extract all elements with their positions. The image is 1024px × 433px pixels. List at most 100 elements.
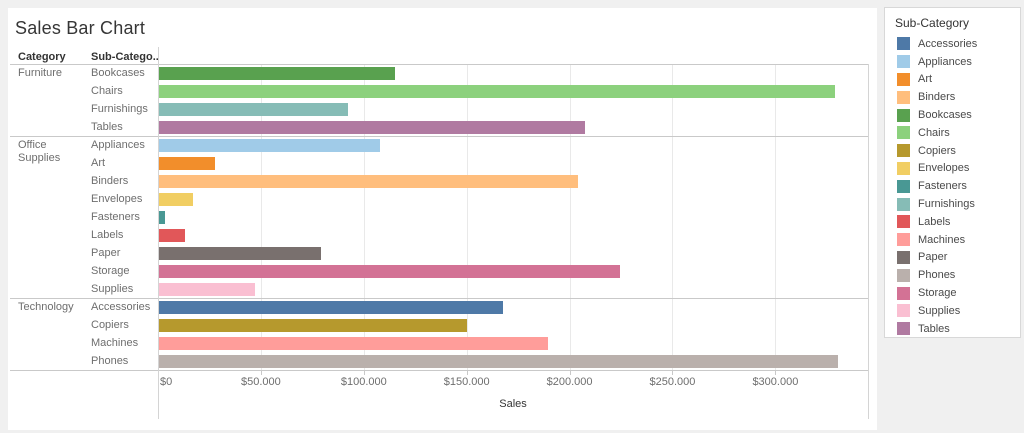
bar-furnishings[interactable] — [159, 102, 348, 116]
gridline — [260, 64, 262, 370]
legend-item-label: Art — [918, 73, 933, 86]
bar-copiers[interactable] — [159, 318, 467, 332]
legend-item-phones[interactable]: Phones — [897, 266, 1018, 284]
axis-tick — [672, 370, 674, 375]
row-label-fasteners[interactable]: Fasteners — [91, 211, 140, 223]
legend-item-art[interactable]: Art — [897, 71, 1018, 89]
legend-item-chairs[interactable]: Chairs — [897, 124, 1018, 142]
legend-item-envelopes[interactable]: Envelopes — [897, 160, 1018, 178]
row-label-art[interactable]: Art — [91, 157, 106, 169]
group-separator — [10, 136, 868, 137]
bar-chairs[interactable] — [159, 84, 835, 98]
category-column-header[interactable]: Category — [18, 51, 66, 63]
legend-swatch — [897, 108, 910, 122]
category-label-office-supplies[interactable]: Office Supplies — [18, 139, 61, 164]
axis-tick-label: $300.000 — [752, 376, 799, 388]
legend-swatch — [897, 197, 910, 211]
category-label-technology[interactable]: Technology — [18, 301, 74, 313]
row-label-storage[interactable]: Storage — [91, 265, 130, 277]
axis-tick — [466, 370, 468, 375]
row-label-paper[interactable]: Paper — [91, 247, 121, 259]
legend-item-bookcases[interactable]: Bookcases — [897, 106, 1018, 124]
legend-swatch — [897, 322, 910, 336]
bar-bookcases[interactable] — [159, 66, 396, 80]
legend-swatch — [897, 55, 910, 69]
bar-paper[interactable] — [159, 246, 321, 260]
row-label-supplies[interactable]: Supplies — [91, 283, 134, 295]
bar-art[interactable] — [159, 156, 215, 170]
gridline — [775, 64, 777, 370]
row-label-labels[interactable]: Labels — [91, 229, 124, 241]
bar-envelopes[interactable] — [159, 192, 193, 206]
gridline — [672, 64, 674, 370]
axis-tick — [775, 370, 777, 375]
row-label-tables[interactable]: Tables — [91, 121, 123, 133]
bar-fasteners[interactable] — [159, 210, 166, 224]
axis-tick — [569, 370, 571, 375]
gridline — [363, 64, 365, 370]
axis-tick-label: $0 — [160, 376, 173, 388]
legend-item-label: Machines — [918, 233, 966, 246]
category-label-furniture[interactable]: Furniture — [18, 67, 63, 79]
row-label-envelopes[interactable]: Envelopes — [91, 193, 143, 205]
row-label-furnishings[interactable]: Furnishings — [91, 103, 148, 115]
axis-tick-label: $50.000 — [241, 376, 281, 388]
bar-binders[interactable] — [159, 174, 578, 188]
axis-tick-label: $100.000 — [340, 376, 387, 388]
legend-item-label: Labels — [918, 215, 951, 228]
bar-machines[interactable] — [159, 336, 549, 350]
row-label-copiers[interactable]: Copiers — [91, 319, 129, 331]
bar-storage[interactable] — [159, 264, 620, 278]
legend-item-machines[interactable]: Machines — [897, 231, 1018, 249]
legend-item-tables[interactable]: Tables — [897, 320, 1018, 338]
legend-item-appliances[interactable]: Appliances — [897, 53, 1018, 71]
legend-swatch — [897, 161, 910, 175]
axis-tick-label: $250.000 — [649, 376, 696, 388]
legend-item-fasteners[interactable]: Fasteners — [897, 177, 1018, 195]
legend-swatch — [897, 215, 910, 229]
bar-phones[interactable] — [159, 354, 839, 368]
bar-accessories[interactable] — [159, 300, 504, 314]
subcategory-column-header[interactable]: Sub-Catego.. — [91, 51, 159, 63]
row-label-appliances[interactable]: Appliances — [91, 139, 145, 151]
axis-tick-label: $200.000 — [546, 376, 593, 388]
group-separator — [10, 64, 868, 65]
legend-swatch — [897, 304, 910, 318]
row-label-accessories[interactable]: Accessories — [91, 301, 151, 313]
x-axis-title: Sales — [499, 398, 527, 410]
legend-item-label: Phones — [918, 269, 956, 282]
legend-item-label: Paper — [918, 251, 948, 264]
row-label-binders[interactable]: Binders — [91, 175, 129, 187]
legend-items: Accessories Appliances Art Binders Bookcases… — [897, 35, 1018, 338]
bar-supplies[interactable] — [159, 282, 256, 296]
legend-item-label: Envelopes — [918, 162, 970, 175]
bar-labels[interactable] — [159, 228, 185, 242]
bar-tables[interactable] — [159, 120, 585, 134]
legend-item-furnishings[interactable]: Furnishings — [897, 195, 1018, 213]
axis-tick-label: $150.000 — [443, 376, 490, 388]
row-label-chairs[interactable]: Chairs — [91, 85, 123, 97]
legend-title: Sub-Category — [895, 16, 970, 30]
legend-item-paper[interactable]: Paper — [897, 249, 1018, 267]
row-label-phones[interactable]: Phones — [91, 355, 129, 367]
axis-baseline — [10, 370, 868, 371]
legend-item-supplies[interactable]: Supplies — [897, 302, 1018, 320]
legend-item-label: Fasteners — [918, 180, 967, 193]
legend-item-label: Accessories — [918, 37, 978, 50]
legend-item-binders[interactable]: Binders — [897, 88, 1018, 106]
row-label-bookcases[interactable]: Bookcases — [91, 67, 145, 79]
gridline — [569, 64, 571, 370]
legend-item-storage[interactable]: Storage — [897, 284, 1018, 302]
legend-item-accessories[interactable]: Accessories — [897, 35, 1018, 53]
legend-item-label: Binders — [918, 91, 956, 104]
bar-appliances[interactable] — [159, 138, 381, 152]
legend-item-label: Furnishings — [918, 198, 975, 211]
row-label-machines[interactable]: Machines — [91, 337, 139, 349]
header-divider-line — [158, 47, 159, 419]
legend-item-copiers[interactable]: Copiers — [897, 142, 1018, 160]
legend: Sub-Category Accessories Appliances Art Bin… — [884, 7, 1021, 338]
legend-swatch — [897, 72, 910, 86]
legend-item-labels[interactable]: Labels — [897, 213, 1018, 231]
group-separator — [10, 298, 868, 299]
legend-item-label: Appliances — [918, 55, 972, 68]
